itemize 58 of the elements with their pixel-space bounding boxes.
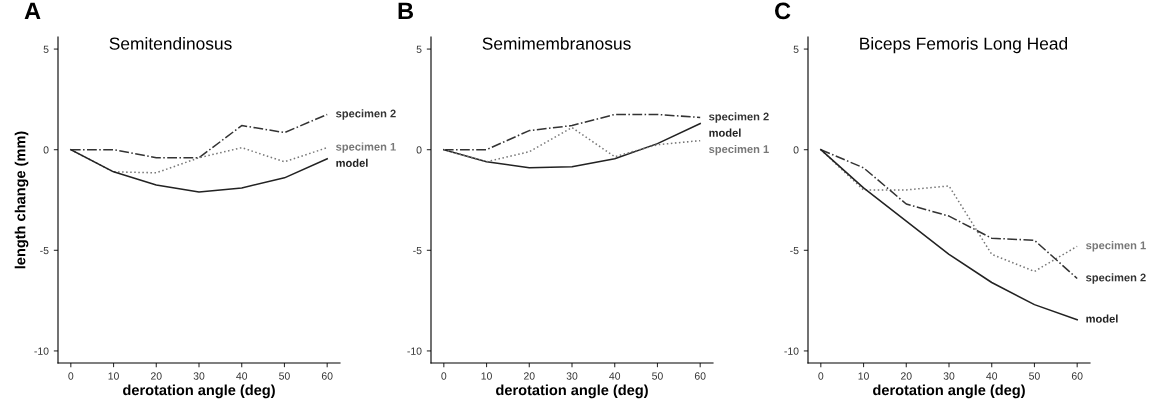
series-label: model bbox=[709, 128, 741, 137]
text: A bbox=[24, 2, 41, 20]
x-tick-label: 50 bbox=[279, 372, 290, 380]
chart-title: Semitendinosus bbox=[109, 37, 232, 50]
y-tick-label: -5 bbox=[40, 246, 49, 255]
line-series bbox=[820, 148, 1078, 321]
y-tick-label: -10 bbox=[34, 347, 49, 355]
x-tick-label: 0 bbox=[68, 372, 74, 380]
x-tick-label: 10 bbox=[858, 372, 869, 380]
x-axis-title: derotation angle (deg) bbox=[496, 384, 648, 399]
y-tick-label: 5 bbox=[793, 45, 799, 53]
x-tick-label: 60 bbox=[321, 372, 333, 380]
x-tick-label: 0 bbox=[441, 372, 447, 380]
series-label: model bbox=[1086, 314, 1118, 323]
x-tick-label: 20 bbox=[151, 372, 162, 380]
series-label: specimen 2 bbox=[336, 109, 396, 120]
y-tick-label: 0 bbox=[416, 146, 422, 154]
x-tick-label: 20 bbox=[524, 372, 535, 380]
x-axis-title: derotation angle (deg) bbox=[873, 384, 1025, 399]
x-tick-label: 50 bbox=[652, 372, 663, 380]
line-series bbox=[443, 113, 701, 151]
y-tick-label: 5 bbox=[43, 45, 49, 53]
x-tick-label: 30 bbox=[566, 372, 578, 380]
x-tick-label: 30 bbox=[943, 372, 955, 380]
x-tick-label: 0 bbox=[818, 372, 824, 380]
series-label: specimen 1 bbox=[709, 144, 769, 156]
x-tick-label: 30 bbox=[193, 372, 205, 380]
text: B bbox=[398, 2, 414, 20]
series-label: specimen 2 bbox=[709, 112, 769, 123]
line-series bbox=[443, 126, 701, 163]
chart-title: Semimembranosus bbox=[482, 37, 631, 50]
x-tick-label: 40 bbox=[236, 372, 248, 380]
series-label: specimen 1 bbox=[336, 142, 396, 153]
x-axis-title: derotation angle (deg) bbox=[123, 384, 275, 399]
y-tick-label: -5 bbox=[790, 246, 799, 255]
y-tick-label: 0 bbox=[43, 146, 49, 154]
y-tick-label: 5 bbox=[416, 45, 422, 53]
x-tick-label: 60 bbox=[694, 372, 706, 380]
series-label: model bbox=[336, 158, 368, 167]
x-tick-label: 50 bbox=[1029, 372, 1040, 380]
chart-title: Biceps Femoris Long Head bbox=[860, 37, 1068, 54]
y-axis-title: length change (mm) bbox=[14, 131, 29, 269]
y-tick-label: 0 bbox=[793, 146, 799, 154]
x-tick-label: 10 bbox=[481, 372, 492, 380]
series-label: specimen 1 bbox=[1086, 241, 1146, 252]
line-series bbox=[70, 113, 328, 159]
line-series bbox=[70, 148, 328, 193]
y-tick-label: -5 bbox=[413, 246, 422, 255]
x-tick-label: 10 bbox=[108, 372, 119, 380]
y-tick-label: -10 bbox=[784, 347, 799, 355]
line-series bbox=[443, 122, 701, 169]
x-tick-label: 60 bbox=[1071, 372, 1083, 380]
y-tick-label: -10 bbox=[407, 347, 422, 355]
series-label: specimen 2 bbox=[1086, 273, 1146, 284]
x-tick-label: 40 bbox=[609, 372, 621, 380]
text: C bbox=[775, 2, 791, 20]
x-tick-label: 20 bbox=[901, 372, 912, 380]
x-tick-label: 40 bbox=[986, 372, 998, 380]
